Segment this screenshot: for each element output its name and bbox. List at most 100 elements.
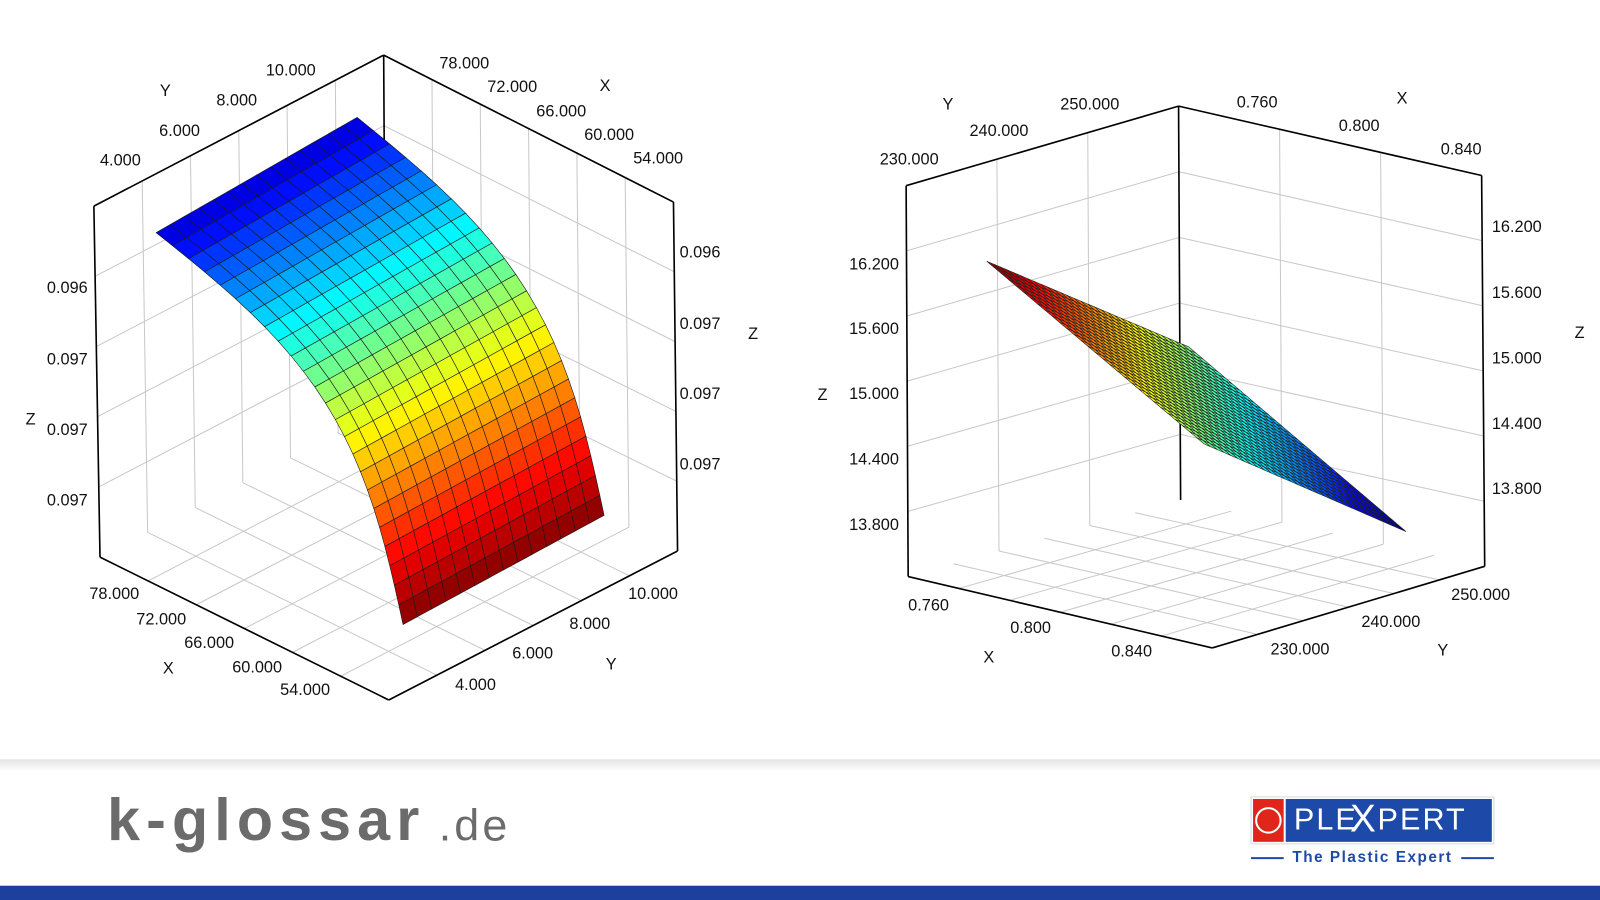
box-edge (905, 185, 909, 577)
axis-text: 8.000 (569, 615, 610, 633)
box-edge (383, 54, 674, 203)
axis-text: 0.097 (47, 491, 88, 509)
axis-text: 230.000 (1271, 640, 1330, 658)
axis-text: 230.000 (880, 151, 939, 169)
axis-text: Y (160, 82, 171, 100)
wall-grid-line (1161, 554, 1435, 637)
surface-cell (1391, 522, 1407, 532)
site-domain: .de (439, 799, 511, 850)
axis-text: 10.000 (628, 585, 678, 603)
axis-text: 14.400 (1492, 415, 1542, 433)
wall-grid-line (906, 236, 1180, 317)
axis-text: 14.400 (849, 451, 899, 469)
axis-text: 8.000 (216, 91, 257, 109)
box-edge (1212, 565, 1485, 649)
axis-text: 54.000 (633, 149, 683, 167)
plots: Y 4.000 6.000 8.000 10.000 78.000 72.000 66.000… (26, 54, 1585, 701)
wall-grid-line (1178, 171, 1483, 242)
logo-text: X (1350, 798, 1376, 841)
axis-text: 16.200 (849, 256, 899, 274)
axis-text: X (1397, 89, 1408, 107)
axis-text: 13.800 (849, 516, 899, 534)
bottom-bar (0, 885, 1600, 900)
axis-text: 0.097 (680, 385, 721, 403)
axis-text: X (163, 660, 174, 678)
wall-grid-line (1179, 236, 1483, 307)
axis-text: X (600, 77, 611, 95)
axis-text: 15.000 (849, 385, 899, 403)
site-name: k-glossar (107, 786, 425, 853)
axis-text: Z (26, 411, 36, 429)
axis-text: 0.760 (908, 596, 949, 614)
logo: PLE X PERT The Plastic Expert (1250, 796, 1495, 866)
axis-text: 240.000 (1361, 613, 1420, 631)
axis-text: 6.000 (512, 644, 553, 662)
axis-text: Y (606, 656, 617, 674)
wall-grid-line (958, 510, 1232, 589)
wall-grid-line (907, 433, 1181, 512)
box-edge (99, 556, 390, 701)
axis-text: 4.000 (100, 152, 141, 170)
box-edge (905, 105, 1179, 187)
axis-text: 15.600 (1492, 284, 1542, 302)
wall-grid-line (383, 125, 675, 273)
axis-text: 16.200 (1492, 218, 1542, 236)
logo-band (1285, 798, 1492, 842)
box-edge (1177, 106, 1182, 501)
wall-grid-line (906, 171, 1180, 252)
logo-text: PLE (1294, 803, 1358, 837)
logo-tagline: The Plastic Expert (1292, 849, 1452, 866)
axis-text: 66.000 (536, 103, 586, 121)
surface-cell (986, 260, 1001, 271)
axis-text: 6.000 (159, 122, 200, 140)
wall-grid-line (624, 177, 630, 528)
box-edge (388, 550, 678, 701)
logo-icon (1253, 798, 1284, 842)
axis-text: Y (1437, 641, 1448, 659)
axis-text: 0.097 (680, 456, 721, 474)
axis-text: 60.000 (232, 659, 282, 677)
axis-text: 15.000 (1492, 349, 1542, 367)
axis-text: 0.096 (47, 279, 88, 297)
axis-text: 72.000 (136, 611, 186, 629)
axis-text: 0.800 (1010, 619, 1051, 637)
box-edge (1480, 175, 1486, 567)
surface-cell (585, 494, 605, 524)
wall-grid-line (907, 302, 1180, 382)
wall-grid-line (1060, 532, 1333, 613)
axis-text: 0.096 (680, 243, 721, 261)
axis-text: 0.800 (1339, 117, 1380, 135)
axis-text: Z (748, 325, 758, 343)
box-edge (1178, 105, 1482, 177)
axis-text: 78.000 (89, 585, 139, 603)
box-edge (907, 575, 1213, 649)
axis-text: 0.760 (1237, 93, 1278, 111)
wall-grid-line (1110, 543, 1384, 625)
axis-text: 250.000 (1060, 95, 1119, 113)
wall-grid-line (1009, 521, 1283, 601)
wall-grid-line (141, 180, 149, 533)
axis-text: 60.000 (584, 126, 634, 144)
box-edge (672, 202, 679, 552)
axis-text: 13.800 (1492, 480, 1542, 498)
wall-grid-line (1179, 368, 1484, 437)
axis-text: 72.000 (487, 78, 537, 96)
logo-text: PERT (1378, 803, 1467, 837)
axis-text: 0.097 (680, 315, 721, 333)
axis-text: X (983, 648, 994, 666)
axis-text: 0.840 (1111, 642, 1152, 660)
box-edge (93, 206, 101, 558)
wall-grid-line (189, 155, 196, 508)
separator (0, 759, 1600, 772)
axis-text: 15.600 (849, 320, 899, 338)
axis-text: Z (1575, 324, 1585, 342)
axis-text: Y (943, 95, 954, 113)
axis-text: 66.000 (184, 634, 234, 652)
axis-text: 240.000 (969, 122, 1028, 140)
axis-text: 78.000 (439, 55, 489, 73)
axis-text: 0.840 (1441, 140, 1482, 158)
axis-text: 10.000 (266, 62, 316, 80)
axis-text: 54.000 (280, 681, 330, 699)
logo-globe (1255, 807, 1282, 834)
